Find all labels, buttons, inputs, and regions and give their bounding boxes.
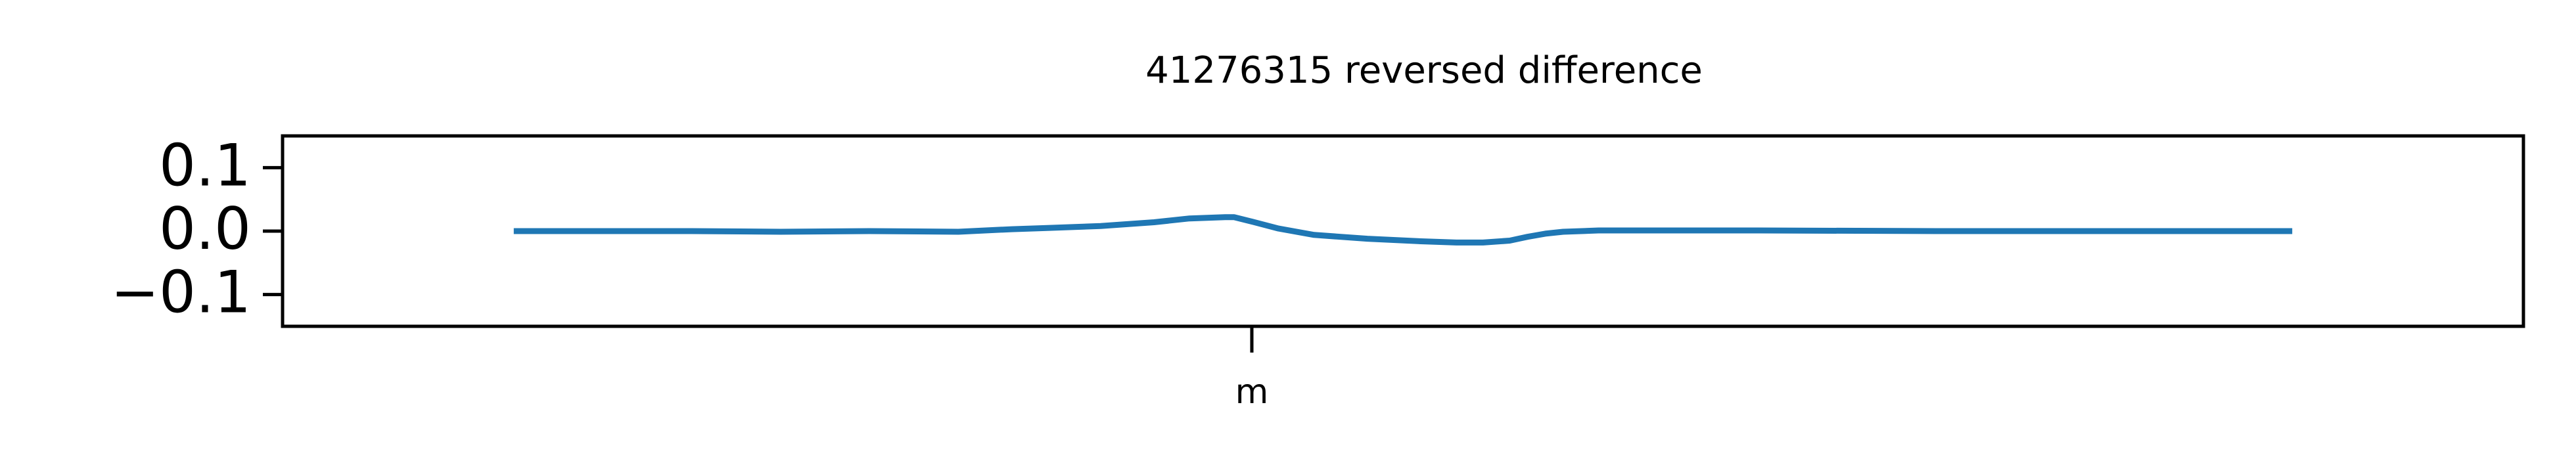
x-axis: m	[1235, 326, 1269, 412]
plot-layer	[513, 214, 2293, 246]
x-tick-label-0: m	[1235, 372, 1269, 412]
y-tick-label-2: −0.1	[110, 259, 251, 326]
chart-title: 41276315 reversed difference	[1145, 49, 1703, 92]
series-line-0	[513, 214, 2293, 246]
y-axis: 0.10.0−0.1	[110, 131, 283, 326]
y-tick-label-1: 0.0	[159, 195, 251, 263]
y-tick-label-0: 0.1	[159, 131, 251, 199]
